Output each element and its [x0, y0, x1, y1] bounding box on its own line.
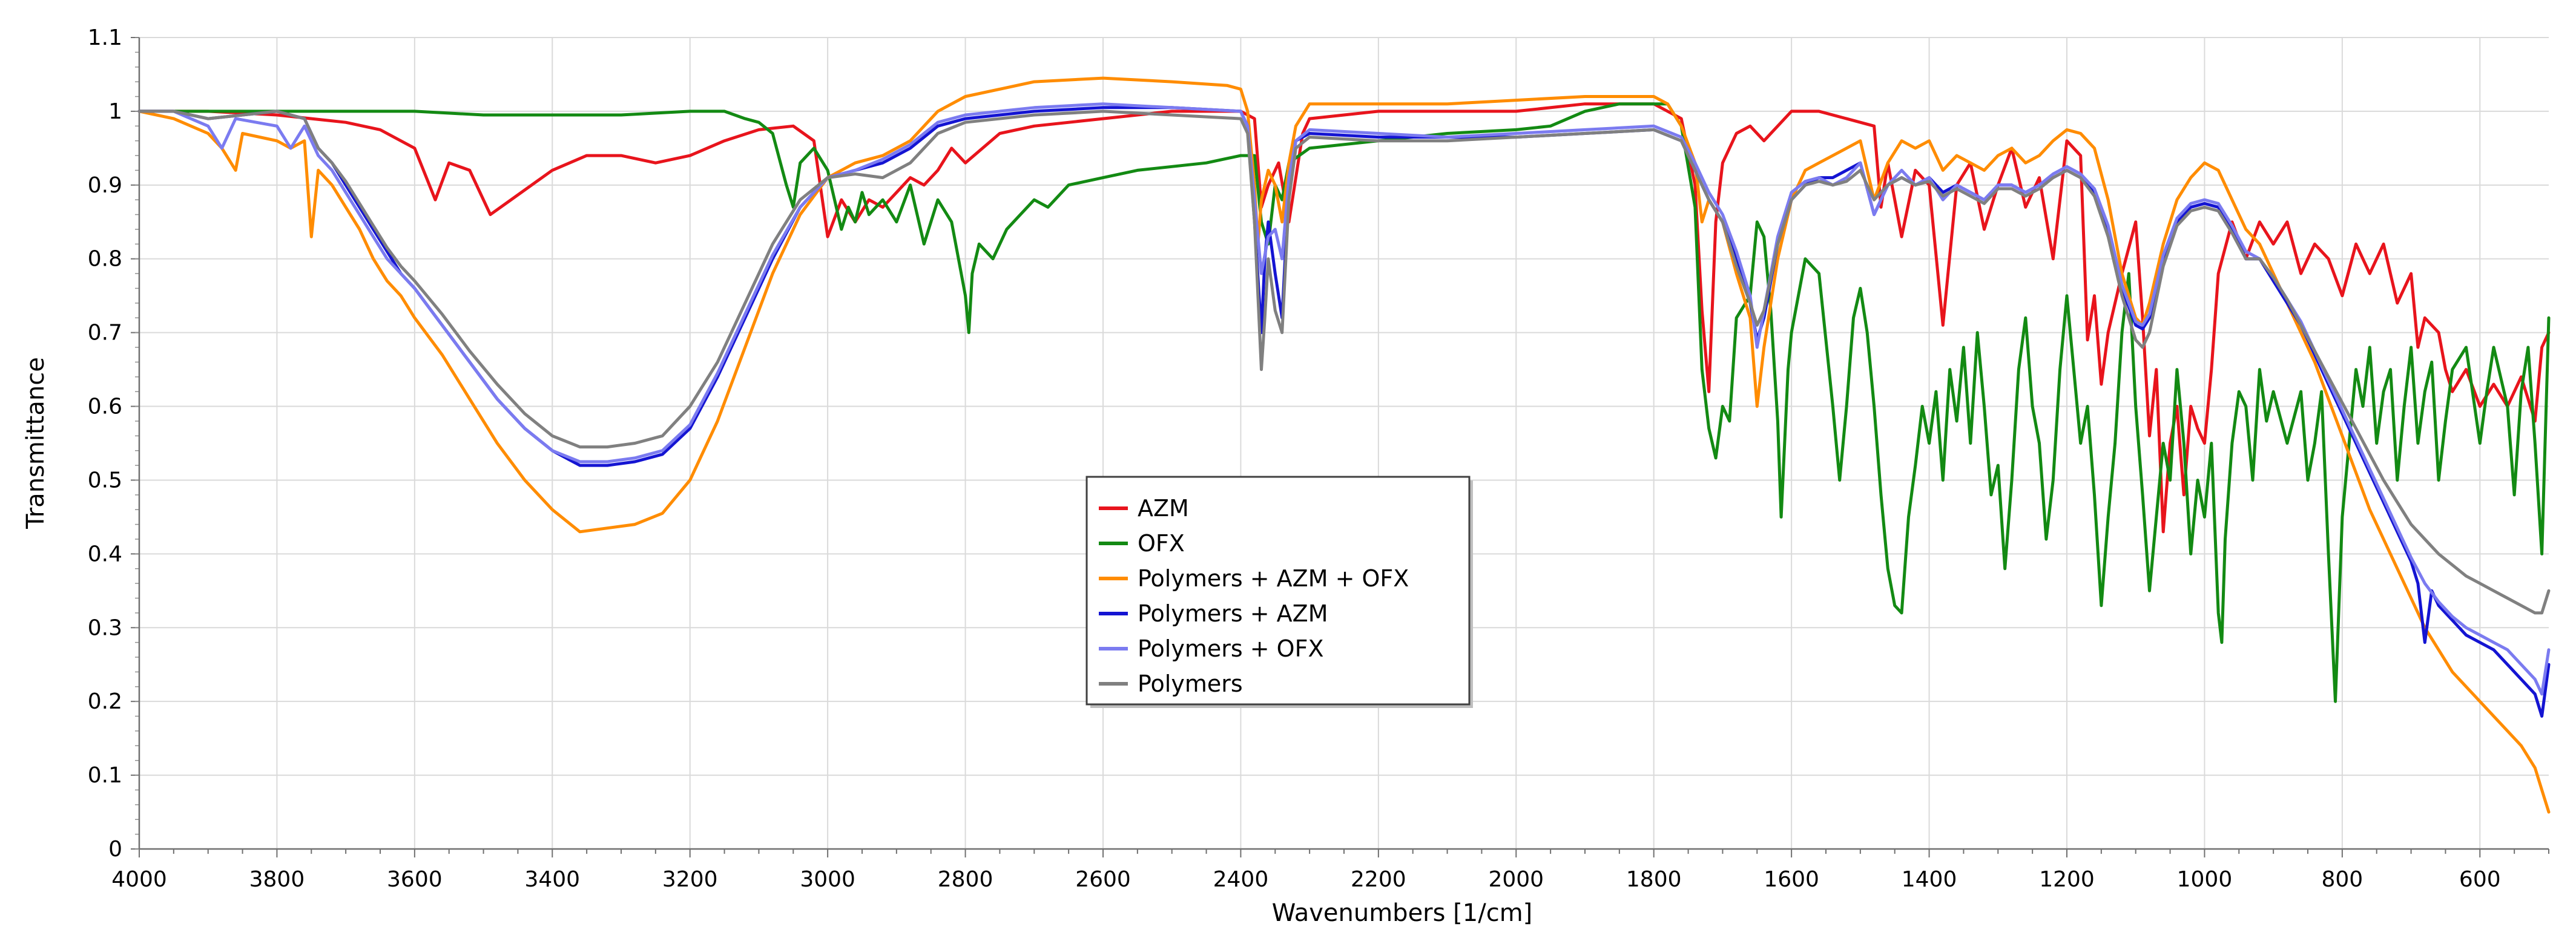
x-tick-label: 600	[2459, 867, 2501, 892]
legend-label: OFX	[1138, 530, 1185, 557]
legend-box	[1085, 476, 1471, 706]
y-tick-label: 0.9	[88, 173, 122, 198]
y-tick-label: 1.1	[88, 25, 122, 50]
y-tick-label: 0.4	[88, 542, 122, 566]
x-tick-label: 2800	[938, 867, 993, 892]
y-tick-label: 0.6	[88, 395, 122, 419]
legend: AZM OFX Polymers + AZM + OFX Polymers + AZM…	[1085, 476, 1473, 708]
legend-label: Polymers + OFX	[1138, 635, 1323, 662]
y-tick-label: 0.3	[88, 615, 122, 640]
y-tick-label: 1	[108, 99, 122, 124]
x-tick-label: 800	[2321, 867, 2363, 892]
x-tick-label: 4000	[111, 867, 167, 892]
x-tick-label: 3200	[662, 867, 718, 892]
x-axis-title: Wavenumbers [1/cm]	[1272, 899, 1533, 927]
legend-label: Polymers + AZM + OFX	[1138, 565, 1409, 592]
legend-label: Polymers + AZM	[1138, 600, 1328, 627]
y-tick-label: 0.1	[88, 763, 122, 788]
x-tick-label: 2200	[1351, 867, 1406, 892]
x-tick-label: 1000	[2177, 867, 2233, 892]
x-tick-label: 2400	[1213, 867, 1269, 892]
legend-label: Polymers	[1138, 670, 1243, 697]
x-tick-label: 3800	[249, 867, 305, 892]
x-tick-label: 3000	[800, 867, 855, 892]
legend-label: AZM	[1138, 495, 1189, 522]
x-tick-label: 3400	[524, 867, 580, 892]
series-line-0	[137, 102, 2551, 534]
y-tick-label: 0	[108, 837, 122, 862]
series-lines	[137, 76, 2551, 814]
y-tick-label: 0.7	[88, 321, 122, 346]
y-tick-label: 0.2	[88, 689, 122, 714]
x-tick-label: 1800	[1626, 867, 1682, 892]
x-tick-label: 3600	[387, 867, 443, 892]
x-tick-label: 1200	[2039, 867, 2095, 892]
x-tick-label: 1600	[1764, 867, 1819, 892]
y-tick-label: 0.8	[88, 247, 122, 272]
axes: 4000 3800 3600 3400 3200 3000 2800 2600 2400 2200…	[88, 25, 2549, 892]
x-tick-label: 2600	[1075, 867, 1131, 892]
series-line-1	[137, 102, 2551, 703]
series-line-5	[137, 110, 2551, 615]
x-tick-label: 2000	[1488, 867, 1544, 892]
y-tick-label: 0.5	[88, 468, 122, 493]
y-axis-title: Transmittance	[22, 357, 50, 529]
x-tick-label: 1400	[1902, 867, 1957, 892]
